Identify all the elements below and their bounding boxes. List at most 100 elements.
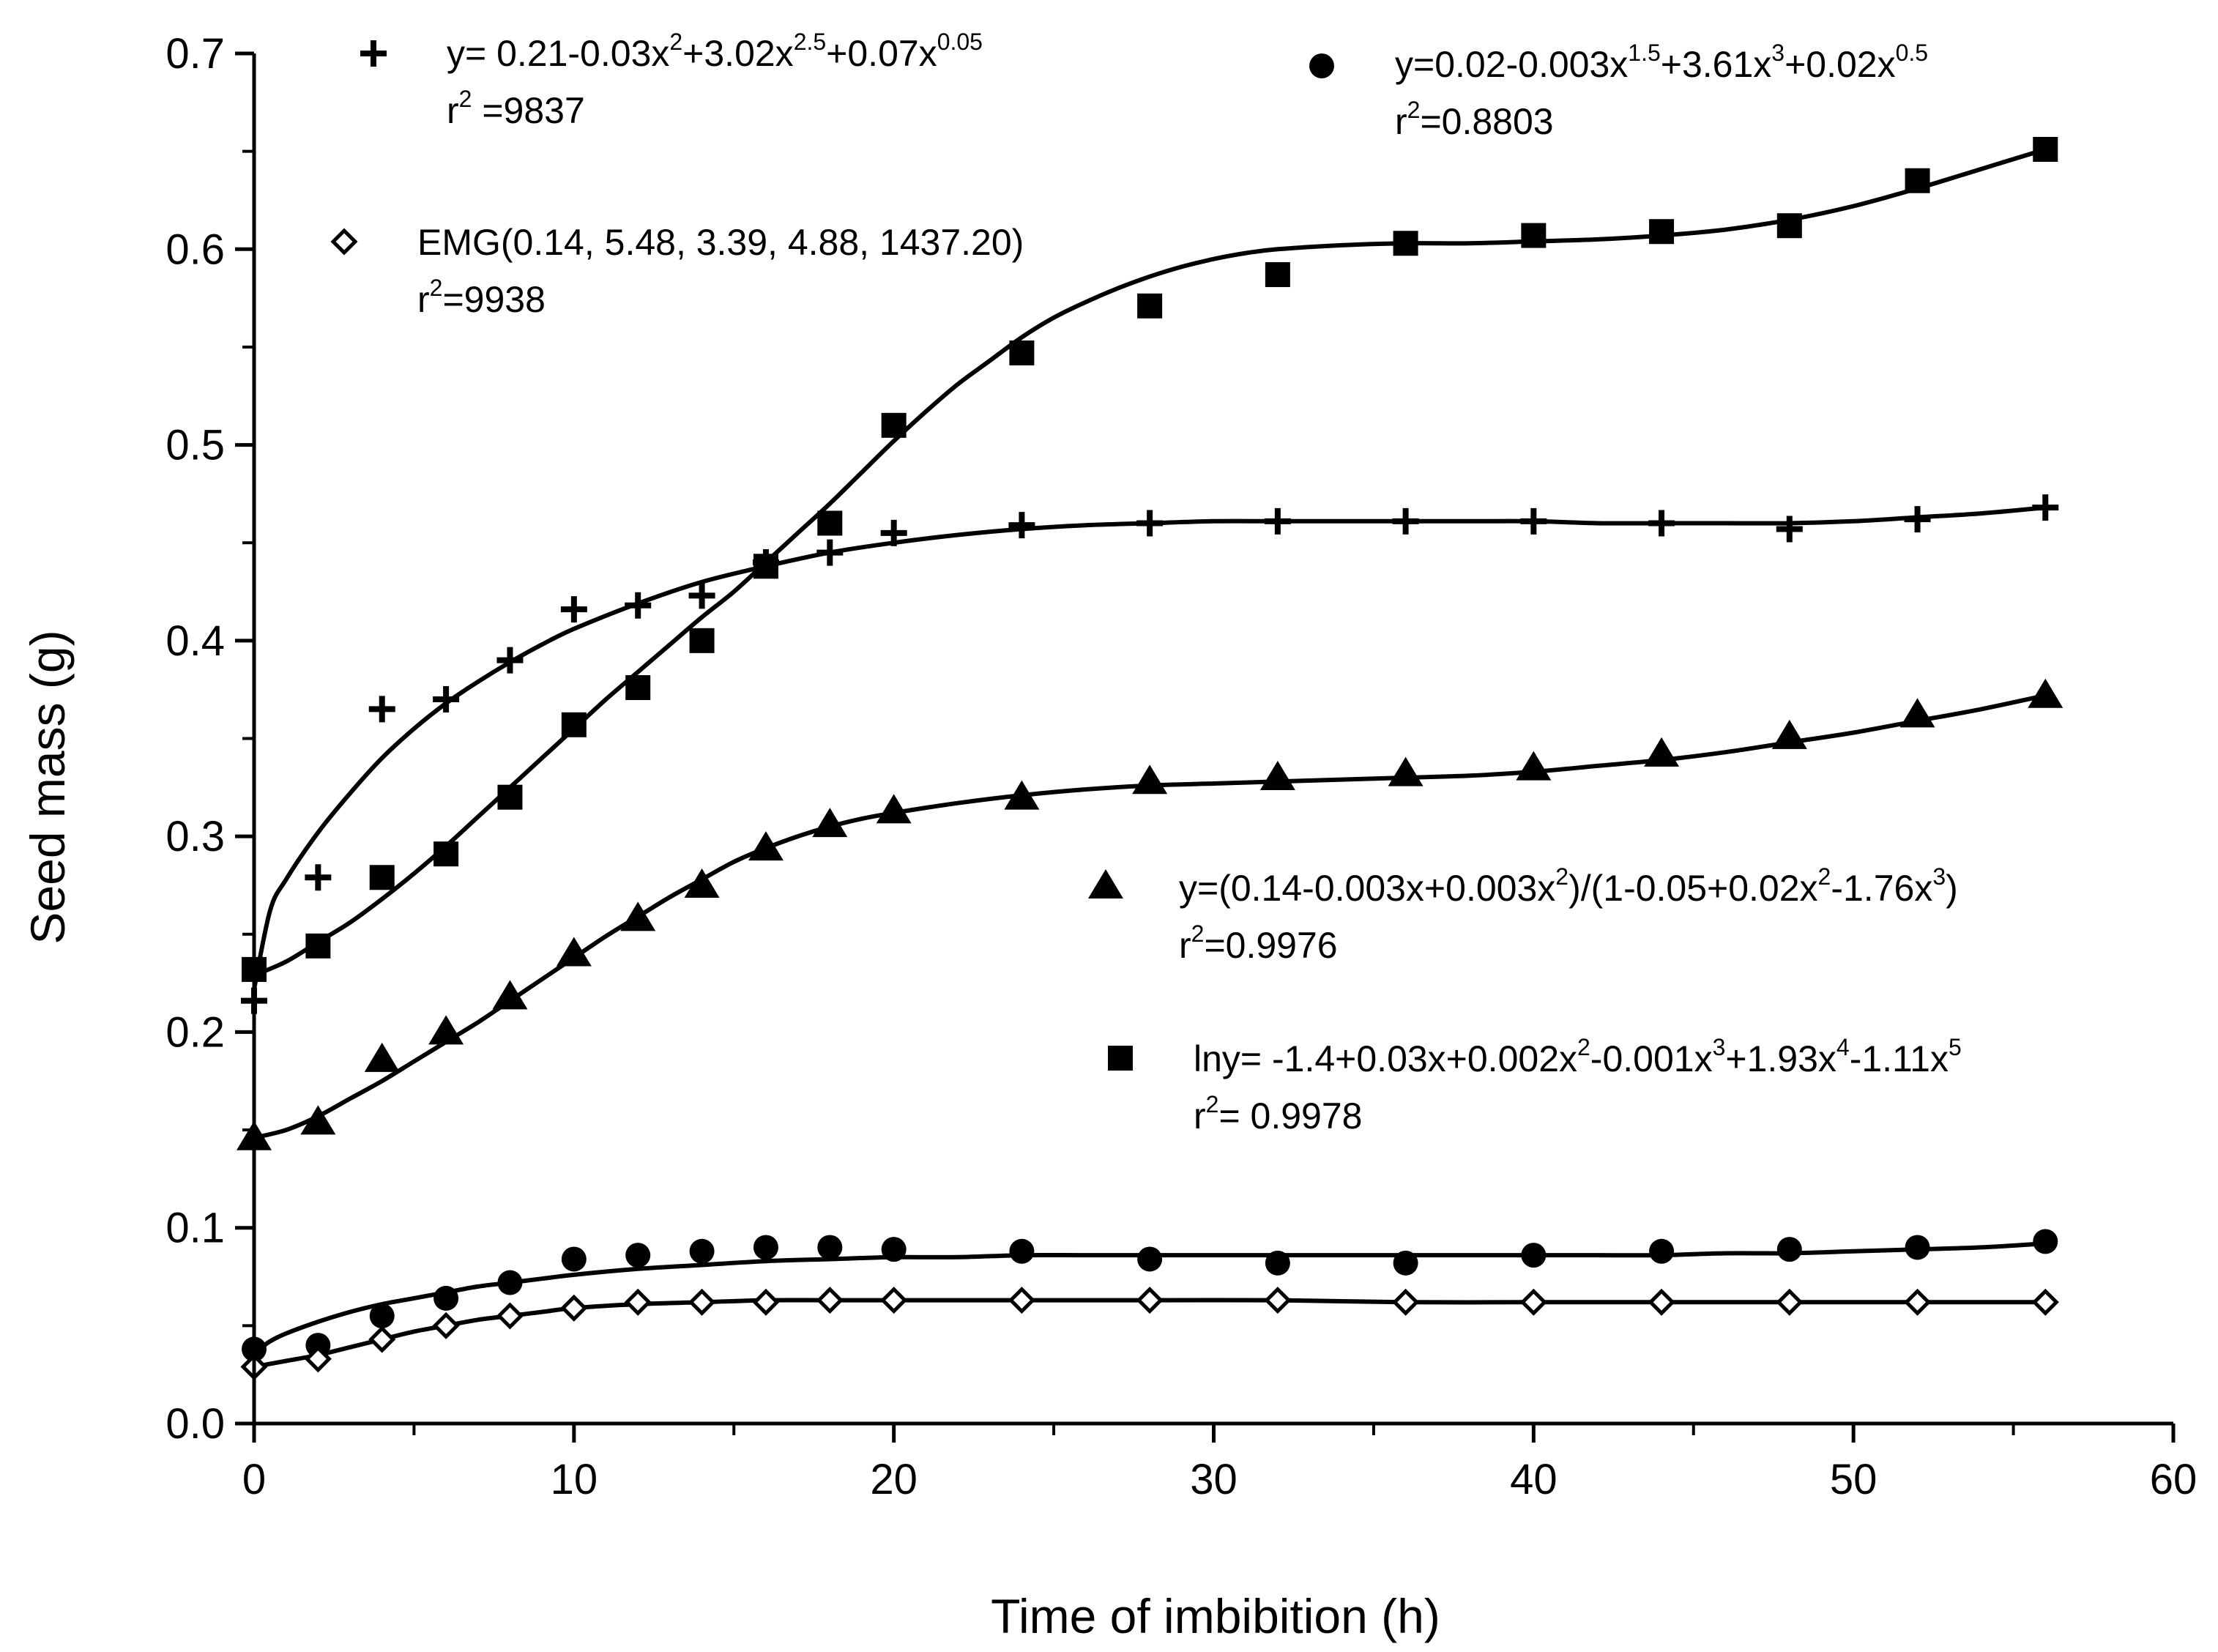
square-data-point [2033,136,2058,162]
x-tick-label: 60 [2150,1456,2197,1503]
y-axis-title: Seed mass (g) [21,630,75,944]
y-tick-label: 0.6 [165,226,225,273]
plus-data-point [1904,506,1931,533]
diamond-fit-line [252,1298,2048,1369]
triangle-data-point [1259,760,1295,790]
circle-data-point [753,1235,778,1260]
square-data-point [1905,168,1930,193]
plus-data-point [1008,512,1035,539]
triangle-data-point [556,937,592,967]
square-data-point [561,712,587,737]
diamond-data-point [304,1345,332,1373]
plus-data-point [305,864,332,891]
y-tick-label: 0.1 [165,1205,225,1252]
x-tick-label: 30 [1190,1456,1238,1503]
plus-data-point [688,582,715,609]
square-data-point [817,510,843,536]
plus-fit-line [252,505,2048,991]
diamond-data-point [1392,1288,1420,1316]
square-data-point [753,554,778,579]
square-legend-marker [1108,1046,1133,1071]
circle-data-point [1649,1238,1675,1264]
triangle-data-point [1899,698,1935,728]
plus-data-point [1648,510,1675,537]
diamond-data-point [1519,1288,1547,1316]
legend-plus-marker-icon [360,40,387,67]
plus-legend-marker [360,40,387,67]
diamond-data-point [1648,1288,1675,1316]
circle-data-point [1009,1238,1035,1264]
square-data-point [1009,340,1035,365]
data-markers [237,136,2063,1381]
legend-diamond: EMG(0.14, 5.48, 3.39, 4.88, 1437.20) r2=… [330,222,1024,320]
triangle-data-point [2028,678,2063,708]
circle-data-point [433,1285,459,1311]
diamond-data-point [1264,1287,1292,1314]
triangle-data-point [812,808,848,838]
plus-data-point [1776,516,1803,543]
plus-data-point [1392,507,1419,535]
circle-data-point [1393,1250,1418,1276]
circle-data-point [817,1235,843,1260]
diamond-data-point [1903,1288,1932,1316]
triangle-data-point [1004,780,1040,810]
y-tick-label: 0.2 [165,1008,225,1056]
x-tick-label: 20 [870,1456,918,1503]
square-data-point [1137,293,1163,319]
triangle-data-point [300,1105,336,1135]
legend-triangle-equation: y=(0.14-0.003x+0.003x2)/(1-0.05+0.02x2-1… [1179,863,1958,909]
y-tick-label: 0.0 [165,1400,225,1448]
x-tick-label: 50 [1830,1456,1878,1503]
legend-plus-r2: r2 =9837 [447,86,585,131]
legend-circle-r2: r2=0.8803 [1395,97,1554,142]
triangle-data-point [748,831,784,861]
square-data-point [1521,223,1547,248]
diamond-data-point [752,1288,780,1316]
circle-data-point [689,1238,715,1264]
legend-circle: y=0.02-0.003x1.5+3.61x3+0.02x0.5 r2=0.88… [1309,40,1928,142]
triangle-data-point [1644,737,1680,767]
plus-data-point [816,539,844,566]
y-ticks: 0.0 0.1 0.2 0.3 0.4 0.5 0.6 0.7 [165,30,254,1448]
diamond-legend-marker [330,228,358,256]
circle-data-point [1521,1243,1547,1268]
triangle-data-point [1388,756,1424,786]
circle-data-point [561,1246,587,1272]
plus-data-point [1136,510,1164,537]
legend-triangle-r2: r2=0.9976 [1179,920,1338,966]
plus-data-point [1520,507,1547,535]
plus-data-point [1264,507,1291,535]
legend-square-r2: r2= 0.9978 [1194,1091,1362,1136]
y-tick-label: 0.3 [165,813,225,860]
legend-square-equation: lny= -1.4+0.03x+0.002x2-0.001x3+1.93x4-1… [1194,1034,1962,1079]
circle-data-point [1137,1246,1163,1272]
legend-plus-equation: y= 0.21-0.03x2+3.02x2.5+0.07x0.05 [447,29,983,74]
diamond-data-point [432,1311,460,1339]
triangle-data-point [1516,751,1552,781]
square-data-point [689,628,715,653]
circle-data-point [1905,1235,1930,1260]
legend-diamond-marker-icon [330,228,358,256]
square-data-point [433,841,459,867]
axes: 0 10 20 30 40 50 60 0.0 0.1 0.2 0.3 0.4 0.5 0.6 0.7 [165,30,2197,1503]
circle-data-point [305,1333,331,1358]
x-tick-label: 10 [551,1456,598,1503]
square-data-point [1776,213,1802,239]
triangle-data-point [876,794,912,824]
plus-data-point [560,596,587,623]
legend-circle-equation: y=0.02-0.003x1.5+3.61x3+0.02x0.5 [1395,40,1928,85]
x-ticks: 0 10 20 30 40 50 60 [242,1424,2197,1503]
square-data-point [369,865,395,890]
square-data-point [305,933,331,959]
triangle-data-point [364,1042,400,1072]
x-tick-label: 40 [1510,1456,1558,1503]
plus-data-point [368,696,395,723]
triangle-data-point [1771,719,1807,749]
diamond-data-point [560,1294,588,1322]
y-tick-label: 0.5 [165,422,225,469]
diamond-data-point [2031,1288,2059,1316]
y-tick-label: 0.4 [165,617,225,665]
legend-square: lny= -1.4+0.03x+0.002x2-0.001x3+1.93x4-1… [1108,1034,1962,1136]
plus-data-point [2032,494,2059,521]
